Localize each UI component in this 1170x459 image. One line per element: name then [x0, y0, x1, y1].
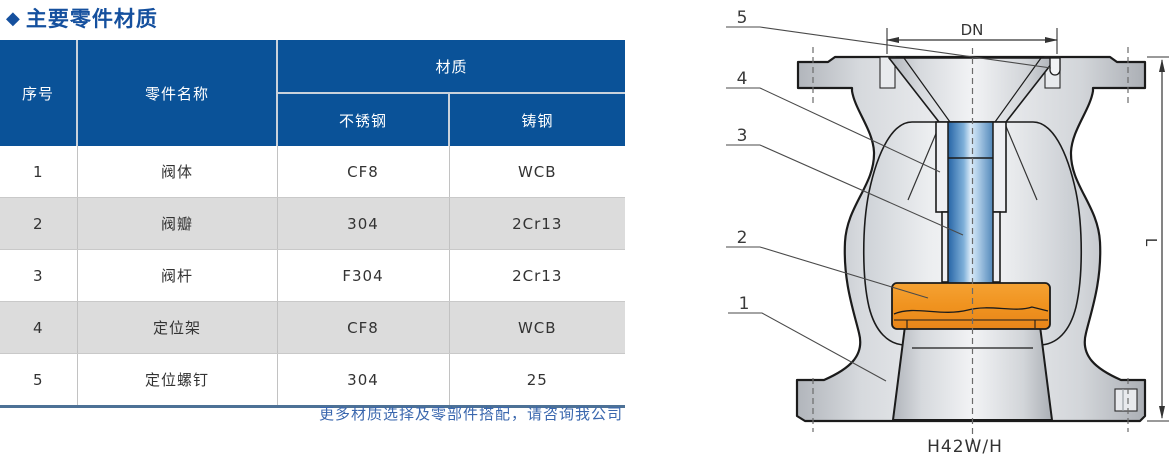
header-material: 材质: [277, 40, 626, 94]
model-label: H42W/H: [927, 437, 1003, 457]
cell-no: 1: [0, 146, 78, 198]
header-stainless-steel: 不锈钢: [277, 93, 450, 146]
cell-no: 4: [0, 301, 78, 354]
cell-part: 阀瓣: [77, 197, 278, 250]
page-title-text: 主要零件材质: [25, 7, 158, 31]
footer-note: 更多材质选择及零部件搭配，请咨询我公司: [318, 405, 623, 423]
table-row: 4 定位架 CF8 WCB: [0, 301, 626, 354]
cell-cast: WCB: [449, 146, 626, 198]
header-part-name: 零件名称: [77, 40, 278, 146]
valve-stem: [947, 121, 994, 290]
header-no: 序号: [0, 40, 78, 146]
cell-part: 阀杆: [77, 249, 278, 302]
table-row: 1 阀体 CF8 WCB: [0, 146, 626, 198]
cell-stainless: CF8: [277, 301, 450, 354]
cell-cast: 2Cr13: [449, 249, 626, 302]
centerlines: [812, 47, 1129, 448]
callout-numbers: 5 4 3 2 1: [737, 8, 750, 314]
l-label: L: [1142, 238, 1160, 247]
cell-stainless: 304: [277, 353, 450, 405]
cell-no: 2: [0, 197, 78, 250]
callout-leaders: [726, 26, 1052, 382]
dn-dimension: DN: [885, 21, 1059, 54]
cell-stainless: 304: [277, 197, 450, 250]
cell-part: 定位螺钉: [77, 353, 278, 405]
header-cast-steel: 铸钢: [449, 93, 626, 146]
l-dimension: L: [1142, 56, 1169, 422]
cell-no: 5: [0, 353, 78, 405]
flange-groove-left: [879, 56, 896, 89]
cell-stainless: CF8: [277, 146, 450, 198]
cell-stainless: F304: [277, 249, 450, 302]
cell-cast: 25: [526, 370, 548, 389]
cell-cast: 2Cr13: [449, 197, 626, 250]
page-title: ◆ 主要零件材质: [6, 3, 158, 33]
diamond-bullet-icon: ◆: [6, 7, 21, 29]
materials-table: 序号 零件名称 材质 不锈钢 铸钢 1 阀体 CF8 WCB 2: [0, 40, 626, 405]
callout-1: 1: [739, 294, 750, 314]
dn-label: DN: [961, 21, 984, 39]
table-row: 2 阀瓣 304 2Cr13: [0, 197, 626, 250]
callout-3: 3: [737, 126, 748, 146]
valve-cross-section-diagram: DN L 5 4 3 2 1 H42W/H: [726, 8, 1169, 457]
table-row: 5 定位螺钉 304 25: [0, 353, 625, 405]
callout-4: 4: [737, 69, 748, 89]
valve-disc: [891, 282, 1051, 330]
cell-part: 阀体: [77, 146, 278, 198]
bolt-slot: [1114, 388, 1138, 412]
cell-no: 3: [0, 249, 78, 302]
materials-table-wrapper: 序号 零件名称 材质 不锈钢 铸钢 1 阀体 CF8 WCB 2: [0, 40, 626, 408]
cell-part: 定位架: [77, 301, 278, 354]
positioning-screw: [1049, 57, 1061, 76]
table-row: 3 阀杆 F304 2Cr13: [0, 249, 626, 302]
callout-2: 2: [737, 228, 748, 248]
cell-cast: WCB: [449, 301, 626, 354]
callout-5: 5: [737, 8, 748, 28]
